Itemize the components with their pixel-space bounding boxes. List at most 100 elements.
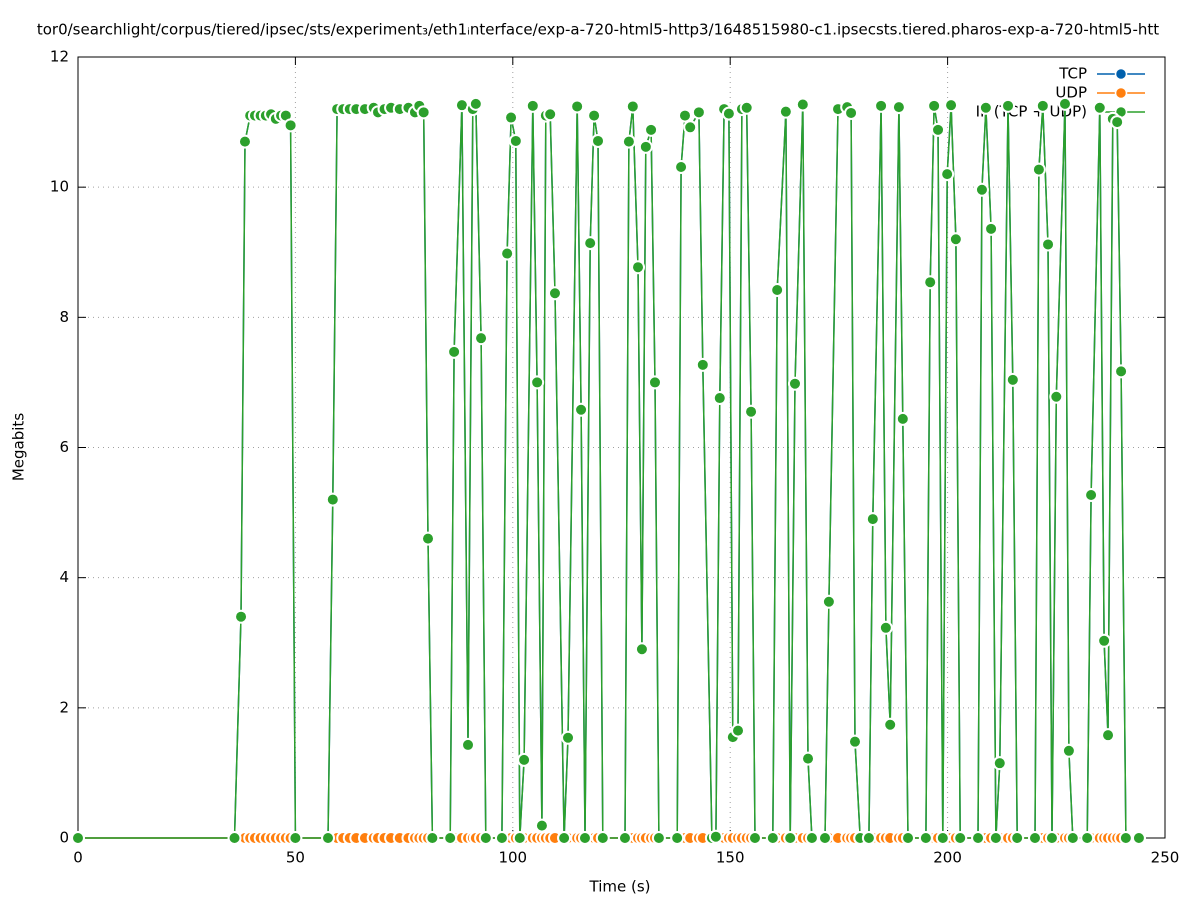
data-point	[547, 286, 562, 301]
y-tick-label: 10	[50, 178, 69, 196]
data-point	[1131, 831, 1146, 845]
data-point	[1041, 237, 1056, 252]
data-point	[861, 831, 876, 845]
data-point	[1084, 488, 1099, 503]
data-point	[1057, 96, 1072, 111]
y-tick-label: 6	[59, 438, 69, 456]
data-point	[651, 831, 666, 845]
data-point	[543, 107, 558, 122]
data-point	[804, 831, 819, 845]
data-point	[948, 232, 963, 247]
data-point	[918, 831, 933, 845]
legend-label: UDP	[1055, 84, 1087, 102]
data-point	[288, 831, 303, 845]
data-point	[695, 357, 710, 372]
y-tick-label: 2	[59, 698, 69, 716]
data-point	[1092, 100, 1107, 115]
legend-marker	[1114, 67, 1128, 81]
data-point	[971, 831, 986, 845]
chart-title: tor0/searchlight/corpus/tiered/ipsec/sts…	[37, 21, 1159, 39]
x-tick-label: 250	[1151, 849, 1180, 867]
data-point	[895, 411, 910, 426]
data-point	[935, 831, 950, 845]
x-tick-label: 100	[498, 849, 527, 867]
data-point	[744, 404, 759, 419]
data-point	[1080, 831, 1095, 845]
x-tick-label: 50	[286, 849, 305, 867]
data-point	[570, 99, 585, 114]
data-point	[1001, 98, 1016, 113]
data-point	[674, 159, 689, 174]
data-point	[901, 831, 916, 845]
x-tick-label: 150	[716, 849, 745, 867]
data-point	[425, 831, 440, 845]
data-point	[731, 723, 746, 738]
data-point	[325, 492, 340, 507]
data-point	[71, 831, 85, 845]
data-point	[953, 831, 968, 845]
data-point	[1027, 831, 1042, 845]
data-point	[617, 831, 632, 845]
data-point	[817, 831, 832, 845]
data-point	[739, 100, 754, 115]
data-point	[478, 831, 493, 845]
data-point	[988, 831, 1003, 845]
x-tick-label: 0	[73, 849, 83, 867]
data-point	[525, 98, 540, 113]
data-point	[557, 831, 572, 845]
x-axis-label: Time (s)	[589, 878, 651, 896]
data-point	[561, 730, 576, 745]
data-point	[591, 133, 606, 148]
data-point	[234, 609, 249, 624]
data-point	[461, 737, 476, 752]
y-tick-label: 4	[59, 568, 69, 586]
legend-label: TCP	[1058, 65, 1087, 83]
data-point	[844, 105, 859, 120]
data-point	[443, 831, 458, 845]
data-point	[747, 831, 762, 845]
data-point	[984, 221, 999, 236]
data-point	[677, 108, 692, 123]
data-point	[770, 282, 785, 297]
data-point	[1035, 98, 1050, 113]
data-point	[237, 134, 252, 149]
data-point	[1031, 162, 1046, 177]
data-point	[512, 831, 527, 845]
plot-border	[77, 56, 1166, 839]
data-point	[500, 246, 515, 261]
data-point	[691, 105, 706, 120]
legend-marker	[1114, 86, 1128, 100]
data-point	[891, 100, 906, 115]
data-point	[992, 756, 1007, 771]
data-point	[583, 236, 598, 251]
data-point	[721, 106, 736, 121]
data-point	[801, 751, 816, 766]
data-point	[883, 717, 898, 732]
data-point	[927, 98, 942, 113]
data-point	[878, 620, 893, 635]
data-point	[447, 344, 462, 359]
data-point	[1110, 115, 1125, 130]
data-point	[708, 829, 723, 844]
data-point	[416, 105, 431, 120]
data-point	[1005, 372, 1020, 387]
data-point	[494, 831, 509, 845]
data-point	[534, 818, 549, 833]
data-point	[321, 831, 336, 845]
data-point	[847, 734, 862, 749]
y-tick-label: 12	[50, 48, 69, 66]
data-point	[577, 831, 592, 845]
data-point	[778, 104, 793, 119]
data-point	[625, 99, 640, 114]
data-point	[940, 167, 955, 182]
data-point	[634, 642, 649, 657]
data-point	[474, 331, 489, 346]
data-point	[1065, 831, 1080, 845]
data-point	[1118, 831, 1133, 845]
data-point	[1010, 831, 1025, 845]
y-tick-label: 0	[59, 829, 69, 847]
data-point	[517, 752, 532, 767]
data-point	[923, 275, 938, 290]
data-point	[795, 97, 810, 112]
